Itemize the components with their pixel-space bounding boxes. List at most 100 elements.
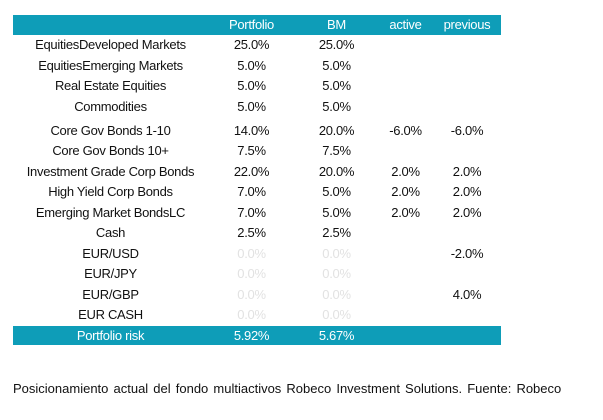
table-row: EquitiesDeveloped Markets 25.0% 25.0% [13,35,501,56]
cell-active [378,305,433,326]
cell-portfolio: 7.0% [237,204,266,220]
allocation-table-container: Portfolio BM active previous EquitiesDev… [13,15,501,345]
cell-active [378,56,433,77]
table-header-row: Portfolio BM active previous [13,15,501,35]
cell-portfolio: 2.5% [237,225,266,241]
table-row: EUR/GBP 0.0% 0.0% 4.0% [13,285,501,306]
cell-previous: -2.0% [450,245,484,261]
header-label [13,15,208,35]
cell-label: EquitiesEmerging Markets [38,57,183,73]
cell-previous: -6.0% [450,122,484,138]
cell-portfolio: 0.0% [237,307,266,323]
table-row: EquitiesEmerging Markets 5.0% 5.0% [13,56,501,77]
cell-bm: 25.0% [318,37,355,53]
cell-bm: 20.0% [318,163,355,179]
cell-portfolio: 0.0% [237,286,266,302]
portfolio-risk-bm: 5.67% [318,327,355,343]
cell-label: Investment Grade Corp Bonds [26,163,195,179]
table-row: EUR/JPY 0.0% 0.0% [13,264,501,285]
table-body: EquitiesDeveloped Markets 25.0% 25.0% Equit… [13,35,501,326]
cell-active [378,97,433,121]
table-row: EUR CASH 0.0% 0.0% [13,305,501,326]
portfolio-risk-portfolio: 5.92% [233,327,270,343]
cell-label: EquitiesDeveloped Markets [35,37,186,53]
cell-previous: 2.0% [452,163,482,179]
cell-label: Core Gov Bonds 1-10 [50,122,171,138]
cell-portfolio: 7.0% [237,184,266,200]
table-row: High Yield Corp Bonds 7.0% 5.0% 2.0% 2.0% [13,182,501,203]
cell-active [378,223,433,244]
cell-active [378,35,433,56]
table-row: EUR/USD 0.0% 0.0% -2.0% [13,244,501,265]
cell-previous [433,141,501,162]
cell-bm: 5.0% [322,184,351,200]
header-previous: previous [443,17,491,32]
cell-bm: 0.0% [322,307,351,323]
cell-bm: 20.0% [318,122,355,138]
cell-bm: 5.0% [322,204,351,220]
portfolio-risk-label: Portfolio risk [76,327,145,343]
cell-previous [433,35,501,56]
table-row: Commodities 5.0% 5.0% [13,97,501,121]
cell-active [378,285,433,306]
cell-label: Commodities [74,98,147,114]
cell-active [378,264,433,285]
cell-bm: 2.5% [322,225,351,241]
cell-previous [433,76,501,97]
header-portfolio: Portfolio [229,17,274,32]
cell-bm: 0.0% [322,286,351,302]
cell-label: Core Gov Bonds 10+ [52,143,169,159]
table-row: Cash 2.5% 2.5% [13,223,501,244]
table-row: Core Gov Bonds 1-10 14.0% 20.0% -6.0% -6.0% [13,121,501,142]
cell-previous: 2.0% [452,204,482,220]
cell-label: Cash [95,225,126,241]
cell-previous [433,223,501,244]
cell-label: EUR CASH [78,307,143,323]
cell-active [378,141,433,162]
cell-active [378,244,433,265]
cell-label: Emerging Market BondsLC [35,204,186,220]
figure-caption: Posicionamiento actual del fondo multiac… [13,381,562,396]
cell-active [378,76,433,97]
cell-portfolio: 14.0% [233,122,270,138]
cell-bm: 0.0% [322,266,351,282]
portfolio-risk-active [378,326,433,345]
cell-previous [433,97,501,121]
cell-previous: 4.0% [452,286,482,302]
cell-active: 2.0% [391,163,420,179]
cell-previous: 2.0% [452,184,482,200]
cell-bm: 5.0% [322,78,351,94]
cell-portfolio: 7.5% [237,143,266,159]
table-row: Investment Grade Corp Bonds 22.0% 20.0% 2.0… [13,162,501,183]
portfolio-risk-row: Portfolio risk 5.92% 5.67% [13,325,501,345]
cell-label: EUR/GBP [82,286,139,302]
cell-active: 2.0% [391,204,420,220]
cell-previous [433,305,501,326]
cell-bm: 5.0% [322,57,351,73]
cell-portfolio: 0.0% [237,266,266,282]
cell-bm: 0.0% [322,245,351,261]
cell-active: 2.0% [391,184,420,200]
table-row: Core Gov Bonds 10+ 7.5% 7.5% [13,141,501,162]
cell-label: Real Estate Equities [54,78,167,94]
cell-label: EUR/JPY [84,266,137,282]
header-bm: BM [327,17,346,32]
cell-previous [433,56,501,77]
cell-portfolio: 25.0% [233,37,270,53]
cell-portfolio: 5.0% [237,57,266,73]
cell-portfolio: 0.0% [237,245,266,261]
cell-bm: 5.0% [322,98,351,114]
table-row: Real Estate Equities 5.0% 5.0% [13,76,501,97]
table-row: Emerging Market BondsLC 7.0% 5.0% 2.0% 2.0% [13,203,501,224]
portfolio-risk-previous [433,326,501,345]
cell-previous [433,264,501,285]
cell-portfolio: 22.0% [233,163,270,179]
header-active: active [389,17,422,32]
cell-portfolio: 5.0% [237,78,266,94]
allocation-table: Portfolio BM active previous EquitiesDev… [13,15,501,345]
cell-active: -6.0% [389,122,422,138]
cell-label: EUR/USD [82,245,139,261]
cell-bm: 7.5% [322,143,351,159]
cell-label: High Yield Corp Bonds [48,184,173,200]
cell-portfolio: 5.0% [237,98,266,114]
